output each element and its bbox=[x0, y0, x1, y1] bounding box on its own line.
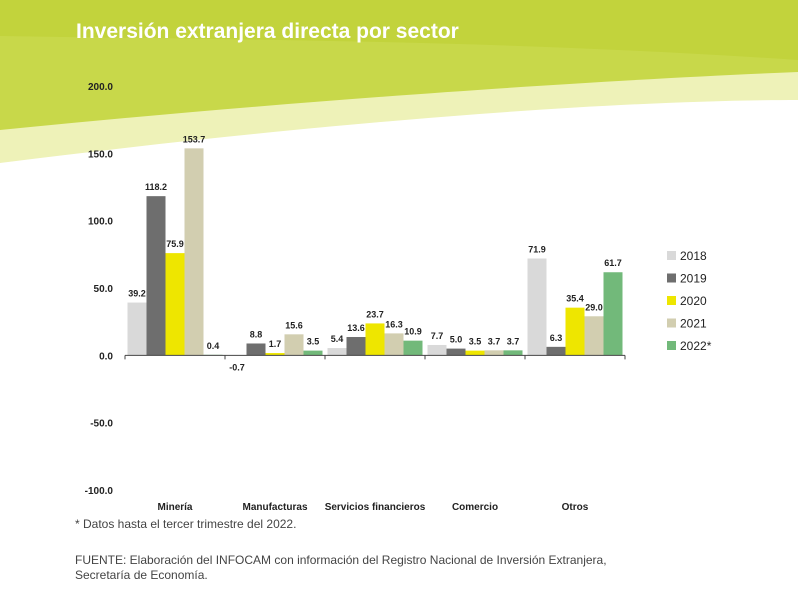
y-tick-label: 50.0 bbox=[94, 284, 114, 295]
data-label: 153.7 bbox=[183, 134, 206, 144]
bar-2019-4 bbox=[546, 346, 566, 356]
y-tick-label: 150.0 bbox=[88, 149, 113, 160]
data-label: 7.7 bbox=[431, 331, 444, 341]
legend-swatch bbox=[667, 273, 676, 283]
data-label: 1.7 bbox=[269, 339, 282, 349]
data-label: 71.9 bbox=[528, 245, 546, 255]
bar-2020-3 bbox=[465, 350, 485, 356]
data-label: 13.6 bbox=[347, 323, 365, 333]
data-label: 61.7 bbox=[604, 258, 622, 268]
bar-2022-1 bbox=[303, 350, 323, 356]
chart-title: Inversión extranjera directa por sector bbox=[76, 20, 459, 43]
data-label: 3.5 bbox=[469, 337, 482, 347]
y-tick-label: 100.0 bbox=[88, 217, 113, 228]
bar-2020-0 bbox=[165, 253, 185, 356]
y-tick-label: 200.0 bbox=[88, 82, 113, 93]
data-label: 3.5 bbox=[307, 337, 320, 347]
legend-label: 2020 bbox=[680, 294, 707, 308]
data-label: 15.6 bbox=[285, 320, 303, 330]
bar-2020-4 bbox=[565, 307, 585, 356]
y-tick-label: 0.0 bbox=[99, 351, 113, 362]
x-category-label: Manufacturas bbox=[242, 502, 307, 513]
bar-2021-0 bbox=[184, 148, 204, 356]
legend-label: 2021 bbox=[680, 317, 707, 331]
data-label: 0.4 bbox=[207, 341, 220, 351]
bar-2022-3 bbox=[503, 350, 523, 356]
bar-2018-0 bbox=[127, 302, 147, 356]
bar-2018-3 bbox=[427, 344, 447, 356]
x-category-label: Comercio bbox=[452, 502, 498, 513]
y-tick-label: -50.0 bbox=[90, 419, 113, 430]
x-category-label: Servicios financieros bbox=[325, 502, 426, 513]
data-label: 23.7 bbox=[366, 309, 384, 319]
bar-2021-1 bbox=[284, 334, 304, 356]
data-label: 39.2 bbox=[128, 289, 146, 299]
data-label: 8.8 bbox=[250, 329, 263, 339]
legend-swatch bbox=[667, 251, 676, 260]
source-line-1: FUENTE: Elaboración del INFOCAM con info… bbox=[75, 553, 607, 567]
data-label: 16.3 bbox=[385, 319, 403, 329]
legend-label: 2019 bbox=[680, 272, 707, 286]
bar-2019-3 bbox=[446, 348, 466, 356]
bar-2022-2 bbox=[403, 340, 423, 356]
source-line-2: Secretaría de Economía. bbox=[75, 568, 208, 582]
legend-label: 2018 bbox=[680, 249, 707, 263]
data-label: 118.2 bbox=[145, 182, 167, 192]
bar-2019-2 bbox=[346, 337, 366, 356]
data-label: 75.9 bbox=[166, 239, 184, 249]
header-band-top bbox=[0, 0, 798, 60]
x-category-label: Otros bbox=[562, 502, 589, 513]
bar-2021-4 bbox=[584, 316, 604, 356]
data-label: 6.3 bbox=[550, 333, 563, 343]
bar-2021-2 bbox=[384, 333, 404, 356]
x-category-label: Minería bbox=[157, 502, 192, 513]
legend-swatch bbox=[667, 341, 676, 350]
bar-2018-2 bbox=[327, 348, 347, 356]
bar-2020-1 bbox=[265, 353, 285, 356]
data-label: 29.0 bbox=[585, 302, 603, 312]
bar-2019-1 bbox=[246, 343, 266, 356]
legend-swatch bbox=[667, 318, 676, 328]
data-label: 3.7 bbox=[488, 336, 501, 346]
legend-swatch bbox=[667, 296, 676, 305]
bar-2022-4 bbox=[603, 272, 623, 356]
data-label: 35.4 bbox=[566, 294, 584, 304]
footnote: * Datos hasta el tercer trimestre del 20… bbox=[75, 517, 297, 531]
legend-label: 2022* bbox=[680, 339, 712, 353]
data-label: 5.0 bbox=[450, 335, 463, 345]
bar-2019-0 bbox=[146, 196, 166, 356]
data-label: 10.9 bbox=[404, 327, 422, 337]
data-label: 5.4 bbox=[331, 334, 344, 344]
data-label: 3.7 bbox=[507, 336, 520, 346]
y-tick-label: -100.0 bbox=[85, 486, 114, 497]
bar-2021-3 bbox=[484, 350, 504, 356]
data-label: -0.7 bbox=[229, 362, 245, 372]
bar-2018-4 bbox=[527, 258, 547, 356]
bar-2020-2 bbox=[365, 323, 385, 356]
